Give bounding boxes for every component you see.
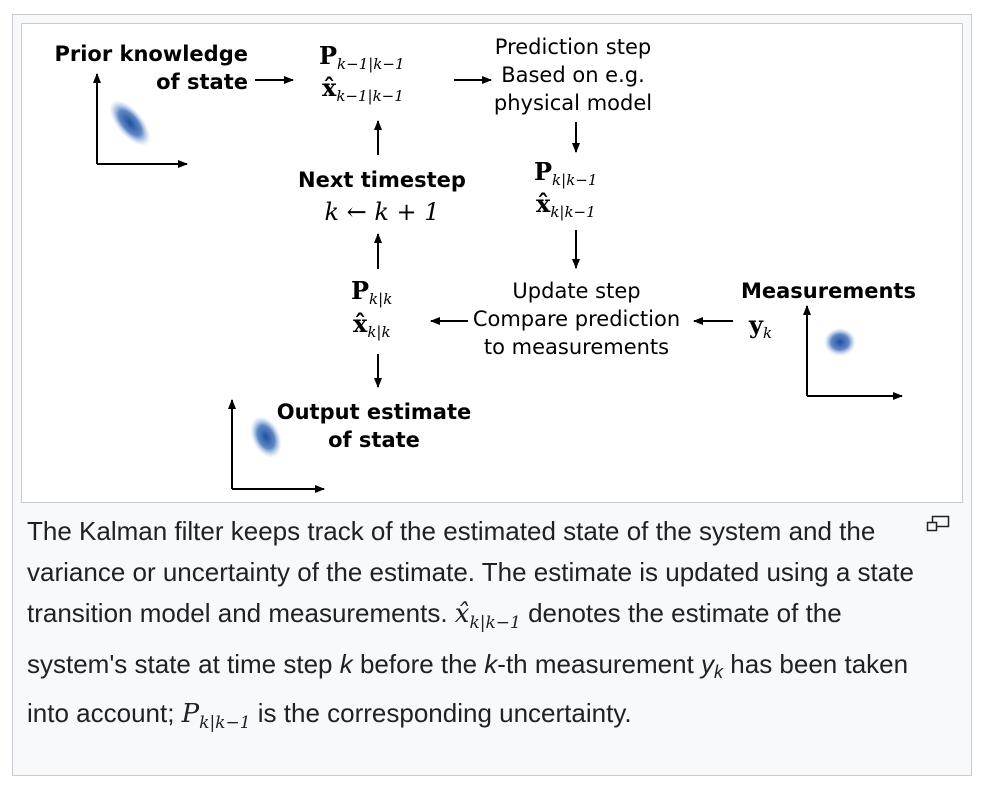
measurement-distribution bbox=[824, 328, 856, 356]
prior-distribution bbox=[109, 99, 151, 147]
output-distribution bbox=[250, 416, 282, 458]
prior-axes bbox=[93, 73, 188, 168]
caption-math-x: x̂k|k−1 bbox=[454, 599, 521, 633]
figure-container: Prior knowledge of state Pk−1|k−1 x̂k−1|… bbox=[12, 14, 972, 776]
output-estimate-label: Output estimate of state bbox=[276, 400, 472, 452]
kalman-diagram[interactable]: Prior knowledge of state Pk−1|k−1 x̂k−1|… bbox=[21, 23, 963, 503]
p-update-math: Pk|k bbox=[351, 276, 393, 309]
caption-y-k: yk bbox=[701, 649, 724, 682]
flow-arrows bbox=[255, 76, 733, 388]
figure-caption: The Kalman filter keeps track of the est… bbox=[27, 516, 914, 733]
magnify-icon[interactable] bbox=[926, 515, 950, 533]
measurement-axes bbox=[803, 305, 903, 400]
x-update-math: x̂k|k bbox=[353, 309, 391, 342]
x-pred-math: x̂k|k−1 bbox=[536, 189, 596, 222]
next-timestep-formula: k ← k + 1 bbox=[324, 198, 440, 226]
measurements-label: Measurements bbox=[741, 279, 916, 303]
diagram-graphics bbox=[93, 73, 903, 493]
caption-math-p: Pk|k−1 bbox=[181, 699, 251, 733]
p-prev-math: Pk−1|k−1 bbox=[319, 41, 405, 74]
output-axes bbox=[228, 399, 325, 493]
y-meas-math: yk bbox=[749, 310, 773, 343]
prediction-step-label: Prediction step Based on e.g. physical m… bbox=[493, 35, 653, 115]
p-pred-math: Pk|k−1 bbox=[534, 157, 598, 190]
next-timestep-label: Next timestep bbox=[298, 168, 466, 192]
x-prev-math: x̂k−1|k−1 bbox=[322, 73, 404, 106]
prior-knowledge-label: Prior knowledge of state bbox=[54, 42, 248, 94]
update-step-label: Update step Compare prediction to measur… bbox=[472, 279, 681, 359]
